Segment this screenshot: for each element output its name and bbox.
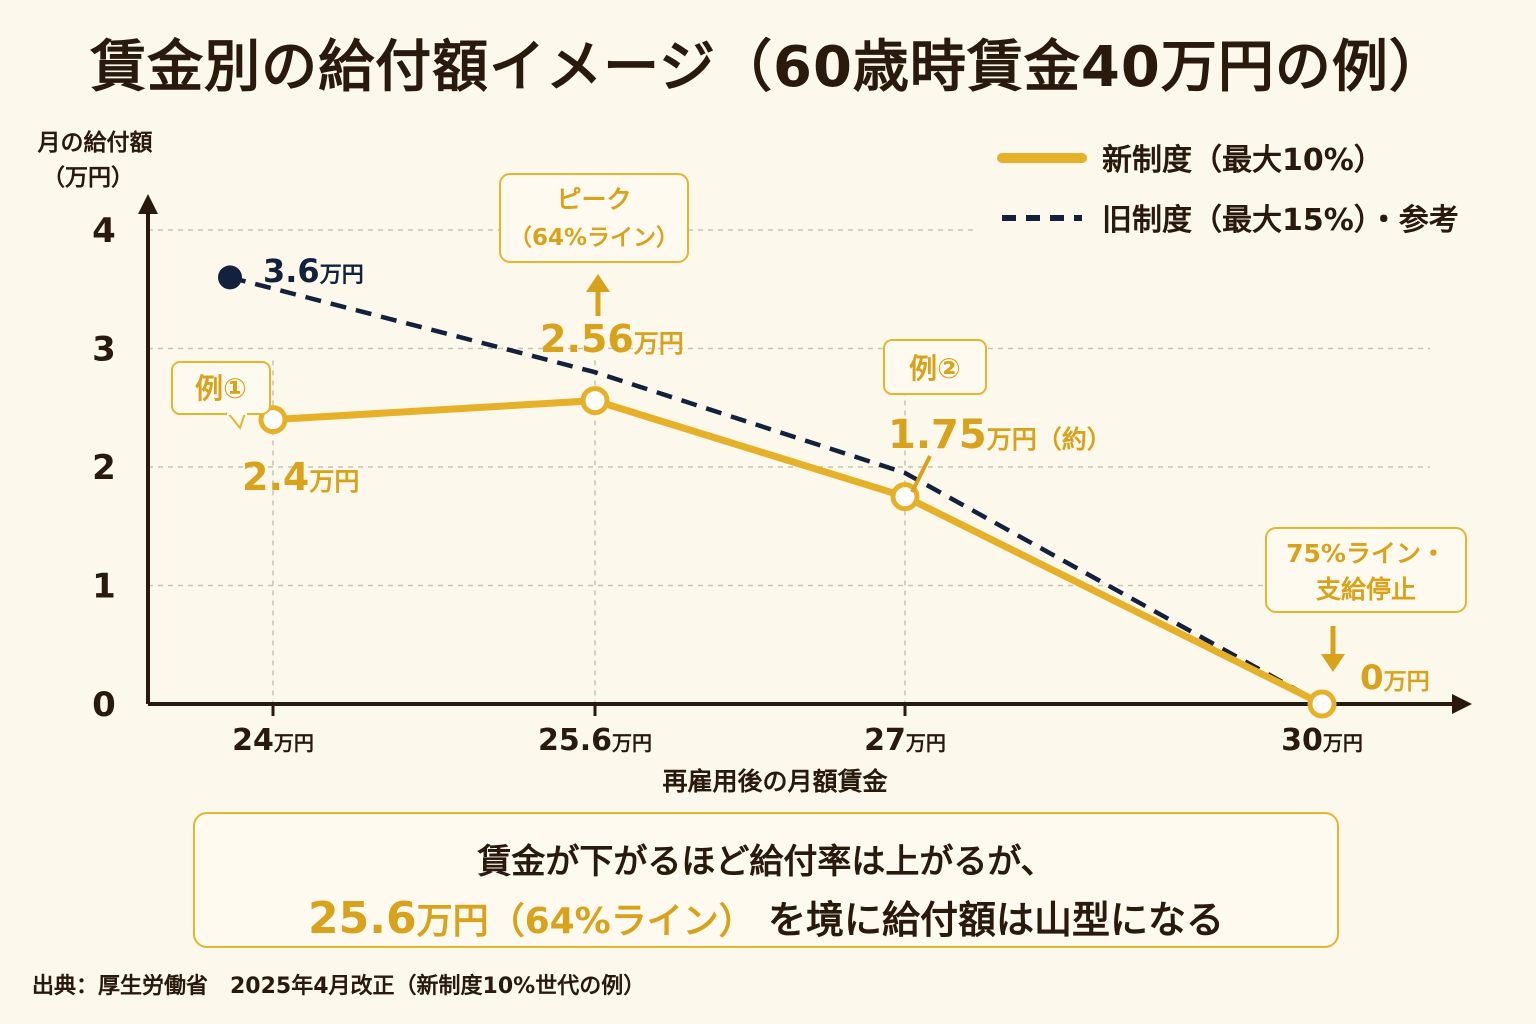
peak-callout: ピーク （64%ライン） [499, 173, 689, 263]
stop-value-label: 0万円 [1360, 658, 1430, 698]
y-axis-arrow [138, 194, 158, 214]
ex2-leader-line [910, 455, 932, 493]
summary-line1: 賃金が下がるほど給付率は上がるが、 [477, 842, 1055, 882]
new-series-point [1307, 689, 1337, 719]
ex2-callout: 例② [883, 339, 987, 395]
x-tick-label: 27万円 [864, 723, 946, 758]
stop-line2: 支給停止 [1316, 575, 1416, 604]
y-tick-label: 1 [92, 567, 116, 607]
x-axis-label: 再雇用後の月額賃金 [662, 767, 888, 796]
stop-arrow-head [1321, 654, 1345, 672]
stop-callout: 75%ライン・ 支給停止 [1265, 527, 1467, 613]
peak-arrow-head [586, 274, 610, 292]
summary-line2: 25.6万円（64%ライン） を境に給付額は山型になる [195, 889, 1337, 944]
summary-box: 賃金が下がるほど給付率は上がるが、 25.6万円（64%ライン） を境に給付額は… [193, 812, 1339, 948]
legend-new-label: 新制度（最大10%） [1102, 143, 1384, 178]
x-tick-label: 30万円 [1281, 723, 1363, 758]
chart-area: 月の給付額 （万円） 再雇用後の月額賃金 0 1 2 3 4 24万円 25.6万円 27万… [37, 129, 1472, 796]
ex1-value-label: 2.4万円 [242, 455, 359, 499]
peak-line2: （64%ライン） [509, 224, 679, 251]
x-axis-arrow [1452, 694, 1472, 714]
summary-highlight-unit: 万円（64%ライン） [416, 901, 755, 942]
y-tick-label: 4 [92, 211, 116, 251]
summary-line2-rest: を境に給付額は山型になる [767, 898, 1224, 942]
legend-old-label: 旧制度（最大15%）・参考 [1102, 203, 1459, 238]
new-series-point [258, 405, 288, 435]
y-axis-unit: （万円） [42, 164, 134, 191]
new-series-line [272, 397, 1324, 708]
ex1-callout: 例① [171, 361, 271, 431]
stop-line1: 75%ライン・ [1286, 539, 1446, 568]
peak-value-label: 2.56万円 [540, 317, 684, 361]
ex2-value-label: 1.75万円（約） [888, 412, 1112, 458]
x-tick-label: 25.6万円 [538, 723, 652, 758]
y-tick-label: 0 [92, 685, 116, 725]
old-start-label: 3.6万円 [263, 252, 364, 290]
chart-title: 賃金別の給付額イメージ（60歳時賃金40万円の例） [90, 35, 1446, 100]
source-note: 出典：厚生労働省 2025年4月改正（新制度10%世代の例） [32, 974, 646, 999]
old-series-start-point [218, 265, 242, 290]
peak-line1: ピーク [556, 185, 631, 214]
summary-highlight-num: 25.6 [308, 893, 417, 944]
x-tick-label: 24万円 [232, 723, 314, 758]
y-tick-label: 3 [92, 330, 116, 370]
y-tick-label: 2 [92, 448, 116, 488]
y-axis-label: 月の給付額 [37, 129, 153, 156]
ex1-tag: 例① [195, 372, 247, 405]
ex2-tag: 例② [909, 352, 961, 385]
old-series-line [229, 275, 1324, 706]
new-series-point [580, 386, 610, 416]
